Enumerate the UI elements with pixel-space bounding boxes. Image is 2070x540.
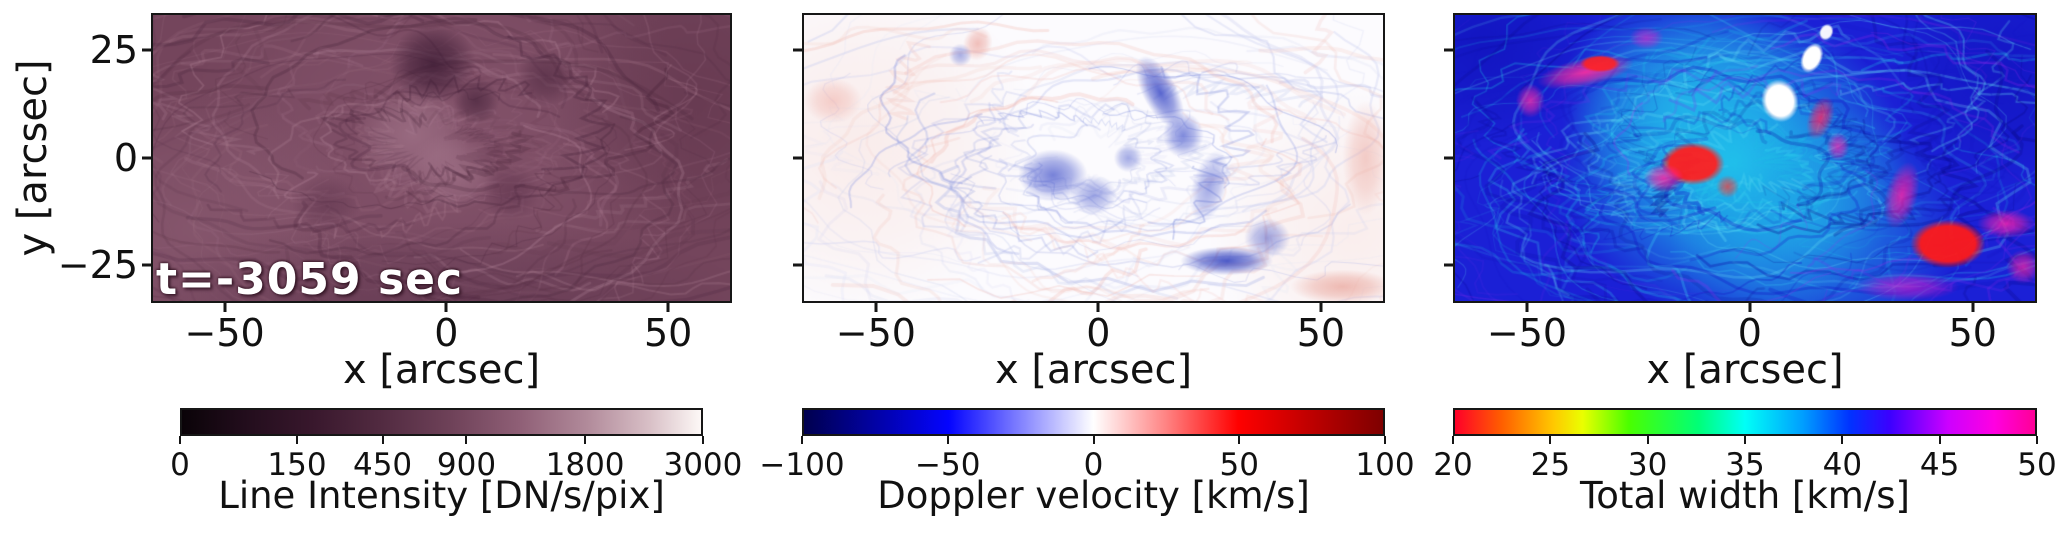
colorbar-label-line-intensity: Line Intensity [DN/s/pix] <box>218 474 665 517</box>
colorbar-doppler-velocity <box>802 408 1385 436</box>
colorbar-tick-label: 50 <box>1219 447 1259 483</box>
y-tick-mark <box>793 48 802 52</box>
heatmap-canvas-total-width <box>1455 15 2035 301</box>
colorbar-tick-label: −50 <box>915 447 981 483</box>
colorbar-tick-mark <box>2036 436 2038 444</box>
x-tick-mark <box>444 303 448 312</box>
colorbar-tick-label: 30 <box>1627 447 1668 483</box>
colorbar-tick-mark <box>1646 436 1649 444</box>
heatmap-total-width <box>1453 13 2037 303</box>
colorbar-tick-label: 100 <box>1355 447 1415 483</box>
x-tick-mark <box>874 303 878 312</box>
x-tick-mark <box>1319 303 1323 312</box>
colorbar-tick-label: 450 <box>352 447 413 483</box>
colorbar-tick-mark <box>1841 436 1844 444</box>
colorbar-label-total-width: Total width [km/s] <box>1579 474 1910 517</box>
x-tick-label: 50 <box>643 311 693 355</box>
colorbar-tick-mark <box>701 436 704 444</box>
colorbar-tick-mark <box>179 436 182 444</box>
y-axis-label: y [arcsec] <box>10 59 56 257</box>
y-tick-label: 25 <box>89 28 138 72</box>
panel-doppler-velocity: x [arcsec] Doppler velocity [km/s] −50 0 5… <box>759 0 1415 540</box>
colorbar-tick-label: 45 <box>1919 447 1960 483</box>
x-tick-label: 0 <box>1086 311 1111 355</box>
colorbar-tick-mark <box>946 436 949 444</box>
x-tick-mark <box>1096 303 1100 312</box>
heatmap-line-intensity: t=-3059 sec <box>151 13 732 303</box>
colorbar-tick-mark <box>465 436 468 444</box>
colorbar-tick-mark <box>584 436 587 444</box>
x-tick-label: 0 <box>434 311 459 355</box>
colorbar-tick-mark <box>1938 436 1941 444</box>
colorbar-tick-mark <box>295 436 298 444</box>
x-tick-mark <box>223 303 227 312</box>
heatmap-doppler-velocity <box>802 13 1385 303</box>
colorbar-tick-mark <box>1452 436 1454 444</box>
x-tick-label: −50 <box>184 311 265 355</box>
x-tick-mark <box>1748 303 1752 312</box>
colorbar-tick-label: 40 <box>1822 447 1863 483</box>
colorbar-tick-mark <box>1384 436 1386 444</box>
colorbar-tick-label: 150 <box>267 447 327 483</box>
x-tick-label: 50 <box>1296 311 1346 355</box>
x-tick-mark <box>1525 303 1529 312</box>
y-tick-mark <box>142 263 151 267</box>
colorbar-tick-label: 35 <box>1725 447 1765 483</box>
colorbar-total-width <box>1453 408 2037 436</box>
y-tick-mark <box>142 156 151 160</box>
heatmap-canvas-doppler-velocity <box>804 15 1383 301</box>
colorbar-tick-label: 0 <box>170 447 190 483</box>
x-axis-label: x [arcsec] <box>1646 347 1844 393</box>
colorbar-tick-label: 50 <box>2017 447 2057 483</box>
x-tick-label: −50 <box>835 311 916 355</box>
colorbar-tick-mark <box>1092 436 1095 444</box>
x-tick-mark <box>1971 303 1975 312</box>
panel-total-width: x [arcsec] Total width [km/s] −50 0 50 20 25… <box>1433 0 2057 540</box>
time-annotation: t=-3059 sec <box>156 254 464 303</box>
colorbar-tick-label: 0 <box>1083 447 1104 483</box>
x-axis-label: x [arcsec] <box>342 347 541 393</box>
y-tick-mark <box>1444 263 1453 267</box>
colorbar-tick-mark <box>1744 436 1746 444</box>
x-axis-label: x [arcsec] <box>994 347 1193 393</box>
x-tick-label: −50 <box>1486 311 1568 355</box>
colorbar-tick-mark <box>1549 436 1552 444</box>
y-tick-label: −25 <box>57 243 138 288</box>
colorbar-tick-label: 900 <box>436 447 497 483</box>
x-tick-label: 50 <box>1948 311 1997 355</box>
y-tick-mark <box>1444 48 1453 52</box>
y-tick-label: 0 <box>113 135 138 180</box>
x-tick-label: 0 <box>1737 311 1762 355</box>
x-tick-mark <box>666 303 670 312</box>
y-tick-mark <box>142 48 151 52</box>
colorbar-tick-label: 3000 <box>663 447 743 483</box>
colorbar-tick-label: 20 <box>1433 447 1473 483</box>
colorbar-tick-mark <box>381 436 384 444</box>
y-tick-mark <box>793 156 802 160</box>
colorbar-tick-mark <box>1238 436 1241 444</box>
y-tick-mark <box>793 263 802 267</box>
colorbar-tick-label: −100 <box>759 447 845 483</box>
panel-line-intensity: t=-3059 sec x [arcsec] Line Intensity [D… <box>58 0 742 540</box>
colorbar-tick-label: 25 <box>1530 447 1571 483</box>
colorbar-tick-mark <box>801 436 803 444</box>
heatmap-canvas-line-intensity <box>153 15 730 301</box>
colorbar-line-intensity <box>180 408 703 436</box>
colorbar-tick-label: 1800 <box>545 447 625 483</box>
colorbar-label-doppler-velocity: Doppler velocity [km/s] <box>877 474 1310 517</box>
y-tick-mark <box>1444 156 1453 160</box>
